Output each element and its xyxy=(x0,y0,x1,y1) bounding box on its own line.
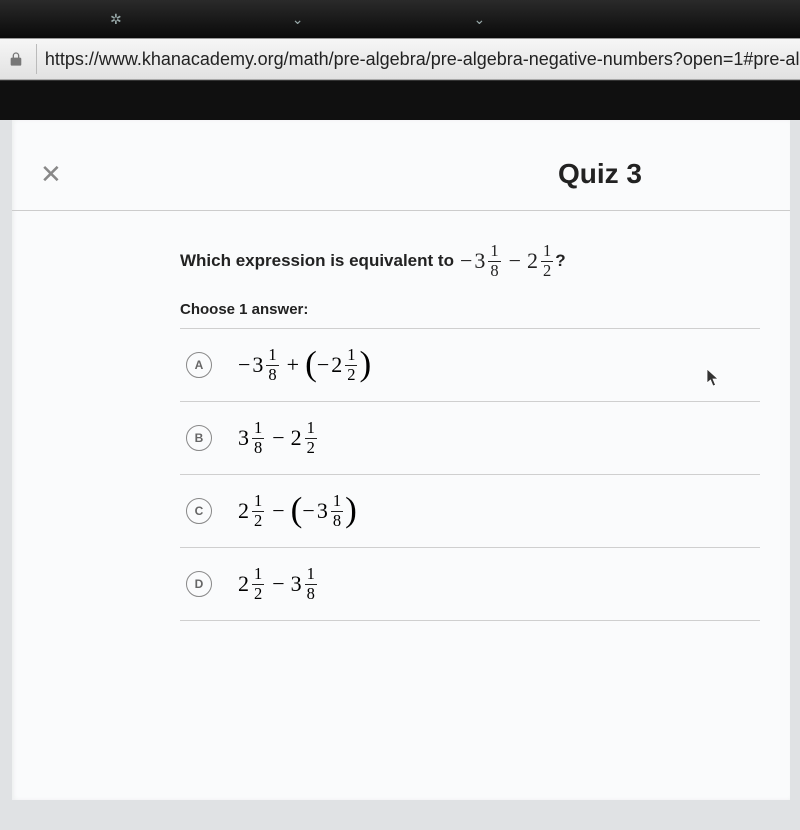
content-wrap: ✕ Quiz 3 Which expression is equivalent … xyxy=(0,120,800,830)
url-bar[interactable]: https://www.khanacademy.org/math/pre-alg… xyxy=(0,38,800,80)
answer-expression: 212−(−318) xyxy=(238,493,357,529)
mouse-cursor-icon xyxy=(706,368,722,389)
tab-loading-icon: ✲ xyxy=(110,11,122,28)
prompt-prefix: Which expression is equivalent to xyxy=(180,251,454,271)
device-bezel xyxy=(0,80,800,120)
tab-chevron-icon: ⌄ xyxy=(292,11,304,28)
lock-icon xyxy=(8,50,24,68)
answer-option[interactable]: B 318−212 xyxy=(180,401,760,474)
answer-marker[interactable]: D xyxy=(186,571,212,597)
tab-chevron-icon: ⌄ xyxy=(473,11,485,28)
quiz-title: Quiz 3 xyxy=(62,158,762,190)
url-separator xyxy=(36,44,37,74)
answer-expression: 212−318 xyxy=(238,566,319,602)
choose-label: Choose 1 answer: xyxy=(180,301,760,318)
answer-marker[interactable]: B xyxy=(186,425,212,451)
answer-expression: 318−212 xyxy=(238,420,319,456)
answer-marker[interactable]: A xyxy=(186,352,212,378)
answer-option[interactable]: A −318+(−212) xyxy=(180,328,760,401)
answer-option[interactable]: C 212−(−318) xyxy=(180,474,760,547)
answer-option[interactable]: D 212−318 xyxy=(180,547,760,621)
answer-expression: −318+(−212) xyxy=(238,347,371,383)
question-area: Which expression is equivalent to −318−2… xyxy=(12,211,790,641)
browser-tab-bar: ✲ ⌄ ⌄ xyxy=(0,0,800,38)
prompt-suffix: ? xyxy=(555,251,565,271)
url-text[interactable]: https://www.khanacademy.org/math/pre-alg… xyxy=(45,49,800,70)
answers-list: A −318+(−212) B 318−212 C 212−(−318) D 212−318 xyxy=(180,328,760,621)
page: ✕ Quiz 3 Which expression is equivalent … xyxy=(12,120,790,800)
close-icon[interactable]: ✕ xyxy=(40,159,62,190)
question-prompt: Which expression is equivalent to −318−2… xyxy=(180,243,760,279)
prompt-expression: −318−212 xyxy=(460,243,555,279)
quiz-header: ✕ Quiz 3 xyxy=(12,158,790,210)
answer-marker[interactable]: C xyxy=(186,498,212,524)
